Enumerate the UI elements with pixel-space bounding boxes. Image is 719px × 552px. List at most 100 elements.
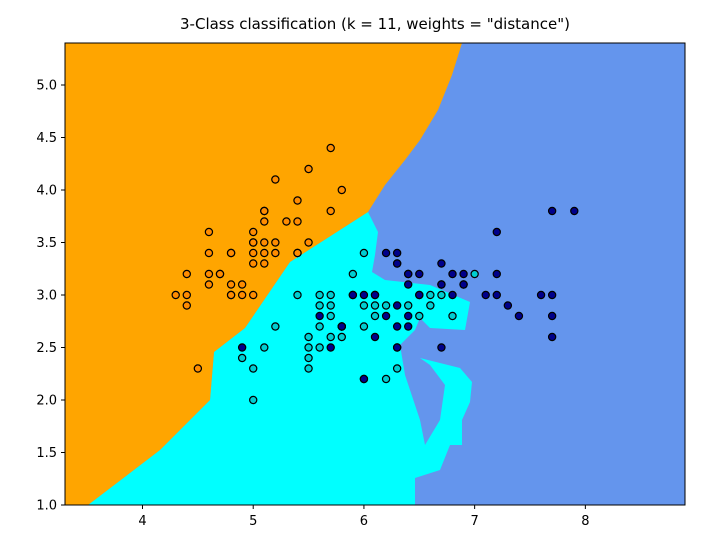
class-2-point — [437, 259, 446, 268]
class-1-point — [249, 364, 258, 373]
class-1-point — [437, 290, 446, 300]
class-2-point — [459, 280, 468, 289]
class-0-point — [337, 185, 346, 195]
class-0-point — [182, 301, 191, 310]
class-0-point — [237, 280, 247, 289]
class-0-point — [293, 196, 302, 205]
class-0-point — [260, 217, 269, 226]
x-tick-label: 6 — [360, 514, 368, 529]
class-2-point — [415, 290, 424, 300]
class-2-point — [326, 343, 335, 352]
class-2-point — [547, 311, 557, 321]
class-1-point — [381, 374, 391, 384]
class-0-point — [249, 259, 258, 268]
class-0-point — [271, 175, 280, 184]
class-2-point — [492, 290, 501, 300]
y-tick-label: 3.5 — [36, 236, 57, 251]
class-2-point — [547, 290, 557, 300]
class-0-point — [204, 227, 214, 237]
class-0-point — [260, 206, 269, 216]
class-2-point — [359, 290, 369, 300]
class-0-point — [260, 259, 269, 268]
y-tick-label: 5.0 — [36, 79, 57, 94]
class-0-point — [193, 364, 203, 373]
y-tick-label: 2.5 — [36, 341, 57, 356]
class-0-point — [237, 290, 247, 300]
class-1-point — [359, 248, 369, 258]
class-0-point — [182, 269, 191, 279]
class-0-point — [249, 238, 258, 247]
class-1-point — [370, 311, 380, 321]
class-0-point — [204, 280, 214, 289]
class-2-point — [370, 332, 380, 342]
class-1-point — [293, 290, 302, 300]
class-0-point — [260, 238, 269, 247]
class-2-point — [392, 343, 402, 352]
y-tick-label: 2.0 — [36, 394, 57, 409]
y-tick-label: 3.0 — [36, 289, 57, 304]
class-2-point — [392, 248, 402, 258]
class-2-point — [437, 343, 446, 352]
class-1-point — [326, 290, 335, 300]
class-2-point — [547, 332, 557, 342]
class-1-point — [381, 301, 391, 310]
class-0-point — [182, 290, 191, 300]
class-0-point — [249, 290, 258, 300]
class-1-region — [88, 212, 472, 505]
class-0-point — [282, 217, 291, 226]
class-1-point — [404, 301, 413, 310]
class-2-point — [315, 311, 324, 321]
class-2-point — [404, 269, 413, 279]
class-1-point — [249, 395, 258, 405]
class-1-point — [426, 290, 435, 300]
y-tick-label: 4.0 — [36, 184, 57, 199]
class-2-point — [359, 374, 369, 384]
class-0-point — [326, 143, 335, 153]
class-1-point — [304, 332, 313, 342]
class-2-point — [503, 301, 513, 310]
class-2-point — [448, 269, 457, 279]
class-2-point — [370, 290, 380, 300]
class-0-point — [249, 227, 258, 237]
class-1-point — [237, 353, 247, 363]
class-0-point — [171, 290, 180, 300]
class-2-point — [348, 290, 358, 300]
class-1-point — [326, 301, 335, 310]
class-1-point — [326, 332, 335, 342]
class-0-region — [65, 43, 462, 505]
class-0-point — [260, 248, 269, 258]
class-2-point — [392, 301, 402, 310]
class-1-point — [348, 269, 358, 279]
class-0-point — [271, 238, 280, 247]
class-2-point — [392, 259, 402, 268]
class-1-point — [326, 311, 335, 321]
class-2-point — [547, 206, 557, 216]
class-2-point — [448, 290, 457, 300]
class-0-point — [204, 248, 214, 258]
class-0-point — [204, 269, 214, 279]
decision-regions — [65, 43, 685, 505]
class-1-point — [315, 343, 324, 352]
y-tick-label: 1.0 — [36, 499, 57, 514]
class-2-point — [459, 269, 468, 279]
class-1-point — [392, 364, 402, 373]
class-0-point — [304, 164, 313, 174]
plot-frame — [64, 42, 686, 506]
class-0-point — [271, 248, 280, 258]
class-1-point — [260, 343, 269, 352]
chart-title: 3-Class classification (k = 11, weights … — [180, 15, 570, 33]
x-tick-label: 8 — [581, 514, 589, 529]
class-2-point — [492, 269, 501, 279]
x-tick-label: 5 — [249, 514, 257, 529]
class-0-point — [249, 248, 258, 258]
class-1-point — [304, 353, 313, 363]
class-1-point — [304, 364, 313, 373]
class-0-point — [293, 217, 302, 226]
class-1-point — [426, 301, 435, 310]
axes-layer: 4 5 6 7 8 1.0 1.5 2.0 2.5 3.0 3.5 4.0 4.5 5.0 — [36, 79, 589, 530]
class-1-point — [337, 332, 346, 342]
class-0-point — [293, 248, 302, 258]
class-1-point — [448, 311, 457, 321]
class-2-point — [381, 311, 391, 321]
